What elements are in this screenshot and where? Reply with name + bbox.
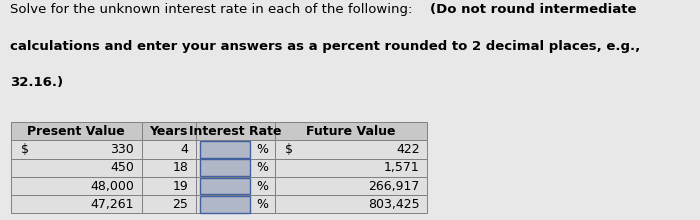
Bar <box>10 177 141 195</box>
Text: 25: 25 <box>172 198 188 211</box>
Bar <box>141 177 196 195</box>
Bar <box>275 195 427 213</box>
Text: Future Value: Future Value <box>306 125 395 138</box>
Text: 330: 330 <box>111 143 134 156</box>
Bar <box>275 159 427 177</box>
Text: Present Value: Present Value <box>27 125 125 138</box>
Bar <box>141 122 196 140</box>
Bar <box>10 159 141 177</box>
Text: %: % <box>257 161 269 174</box>
Bar <box>196 177 275 195</box>
Bar <box>10 122 141 140</box>
Text: $: $ <box>21 143 29 156</box>
Text: 47,261: 47,261 <box>91 198 134 211</box>
Bar <box>200 178 250 194</box>
Text: 450: 450 <box>111 161 134 174</box>
Bar <box>200 196 250 213</box>
Text: (Do not round intermediate: (Do not round intermediate <box>430 3 637 16</box>
Text: %: % <box>257 143 269 156</box>
Bar <box>141 140 196 159</box>
Bar <box>141 159 196 177</box>
Text: 19: 19 <box>173 180 188 192</box>
Text: Solve for the unknown interest rate in each of the following:: Solve for the unknown interest rate in e… <box>10 3 417 16</box>
Bar <box>141 195 196 213</box>
Bar <box>196 140 275 159</box>
Bar <box>196 195 275 213</box>
Text: 48,000: 48,000 <box>90 180 134 192</box>
Text: 4: 4 <box>181 143 188 156</box>
Bar <box>10 140 141 159</box>
Bar <box>200 141 250 158</box>
Text: 422: 422 <box>396 143 419 156</box>
Bar <box>275 177 427 195</box>
Text: 803,425: 803,425 <box>368 198 419 211</box>
Text: 266,917: 266,917 <box>368 180 419 192</box>
Text: Years: Years <box>150 125 188 138</box>
Bar <box>10 195 141 213</box>
Bar <box>196 122 275 140</box>
Text: %: % <box>257 198 269 211</box>
Bar <box>275 122 427 140</box>
Text: $: $ <box>286 143 293 156</box>
Bar <box>196 159 275 177</box>
Bar <box>275 140 427 159</box>
Text: %: % <box>257 180 269 192</box>
Text: 18: 18 <box>172 161 188 174</box>
Bar <box>200 159 250 176</box>
Text: 1,571: 1,571 <box>384 161 419 174</box>
Text: Interest Rate: Interest Rate <box>189 125 281 138</box>
Text: 32.16.): 32.16.) <box>10 76 64 89</box>
Text: calculations and enter your answers as a percent rounded to 2 decimal places, e.: calculations and enter your answers as a… <box>10 40 640 53</box>
